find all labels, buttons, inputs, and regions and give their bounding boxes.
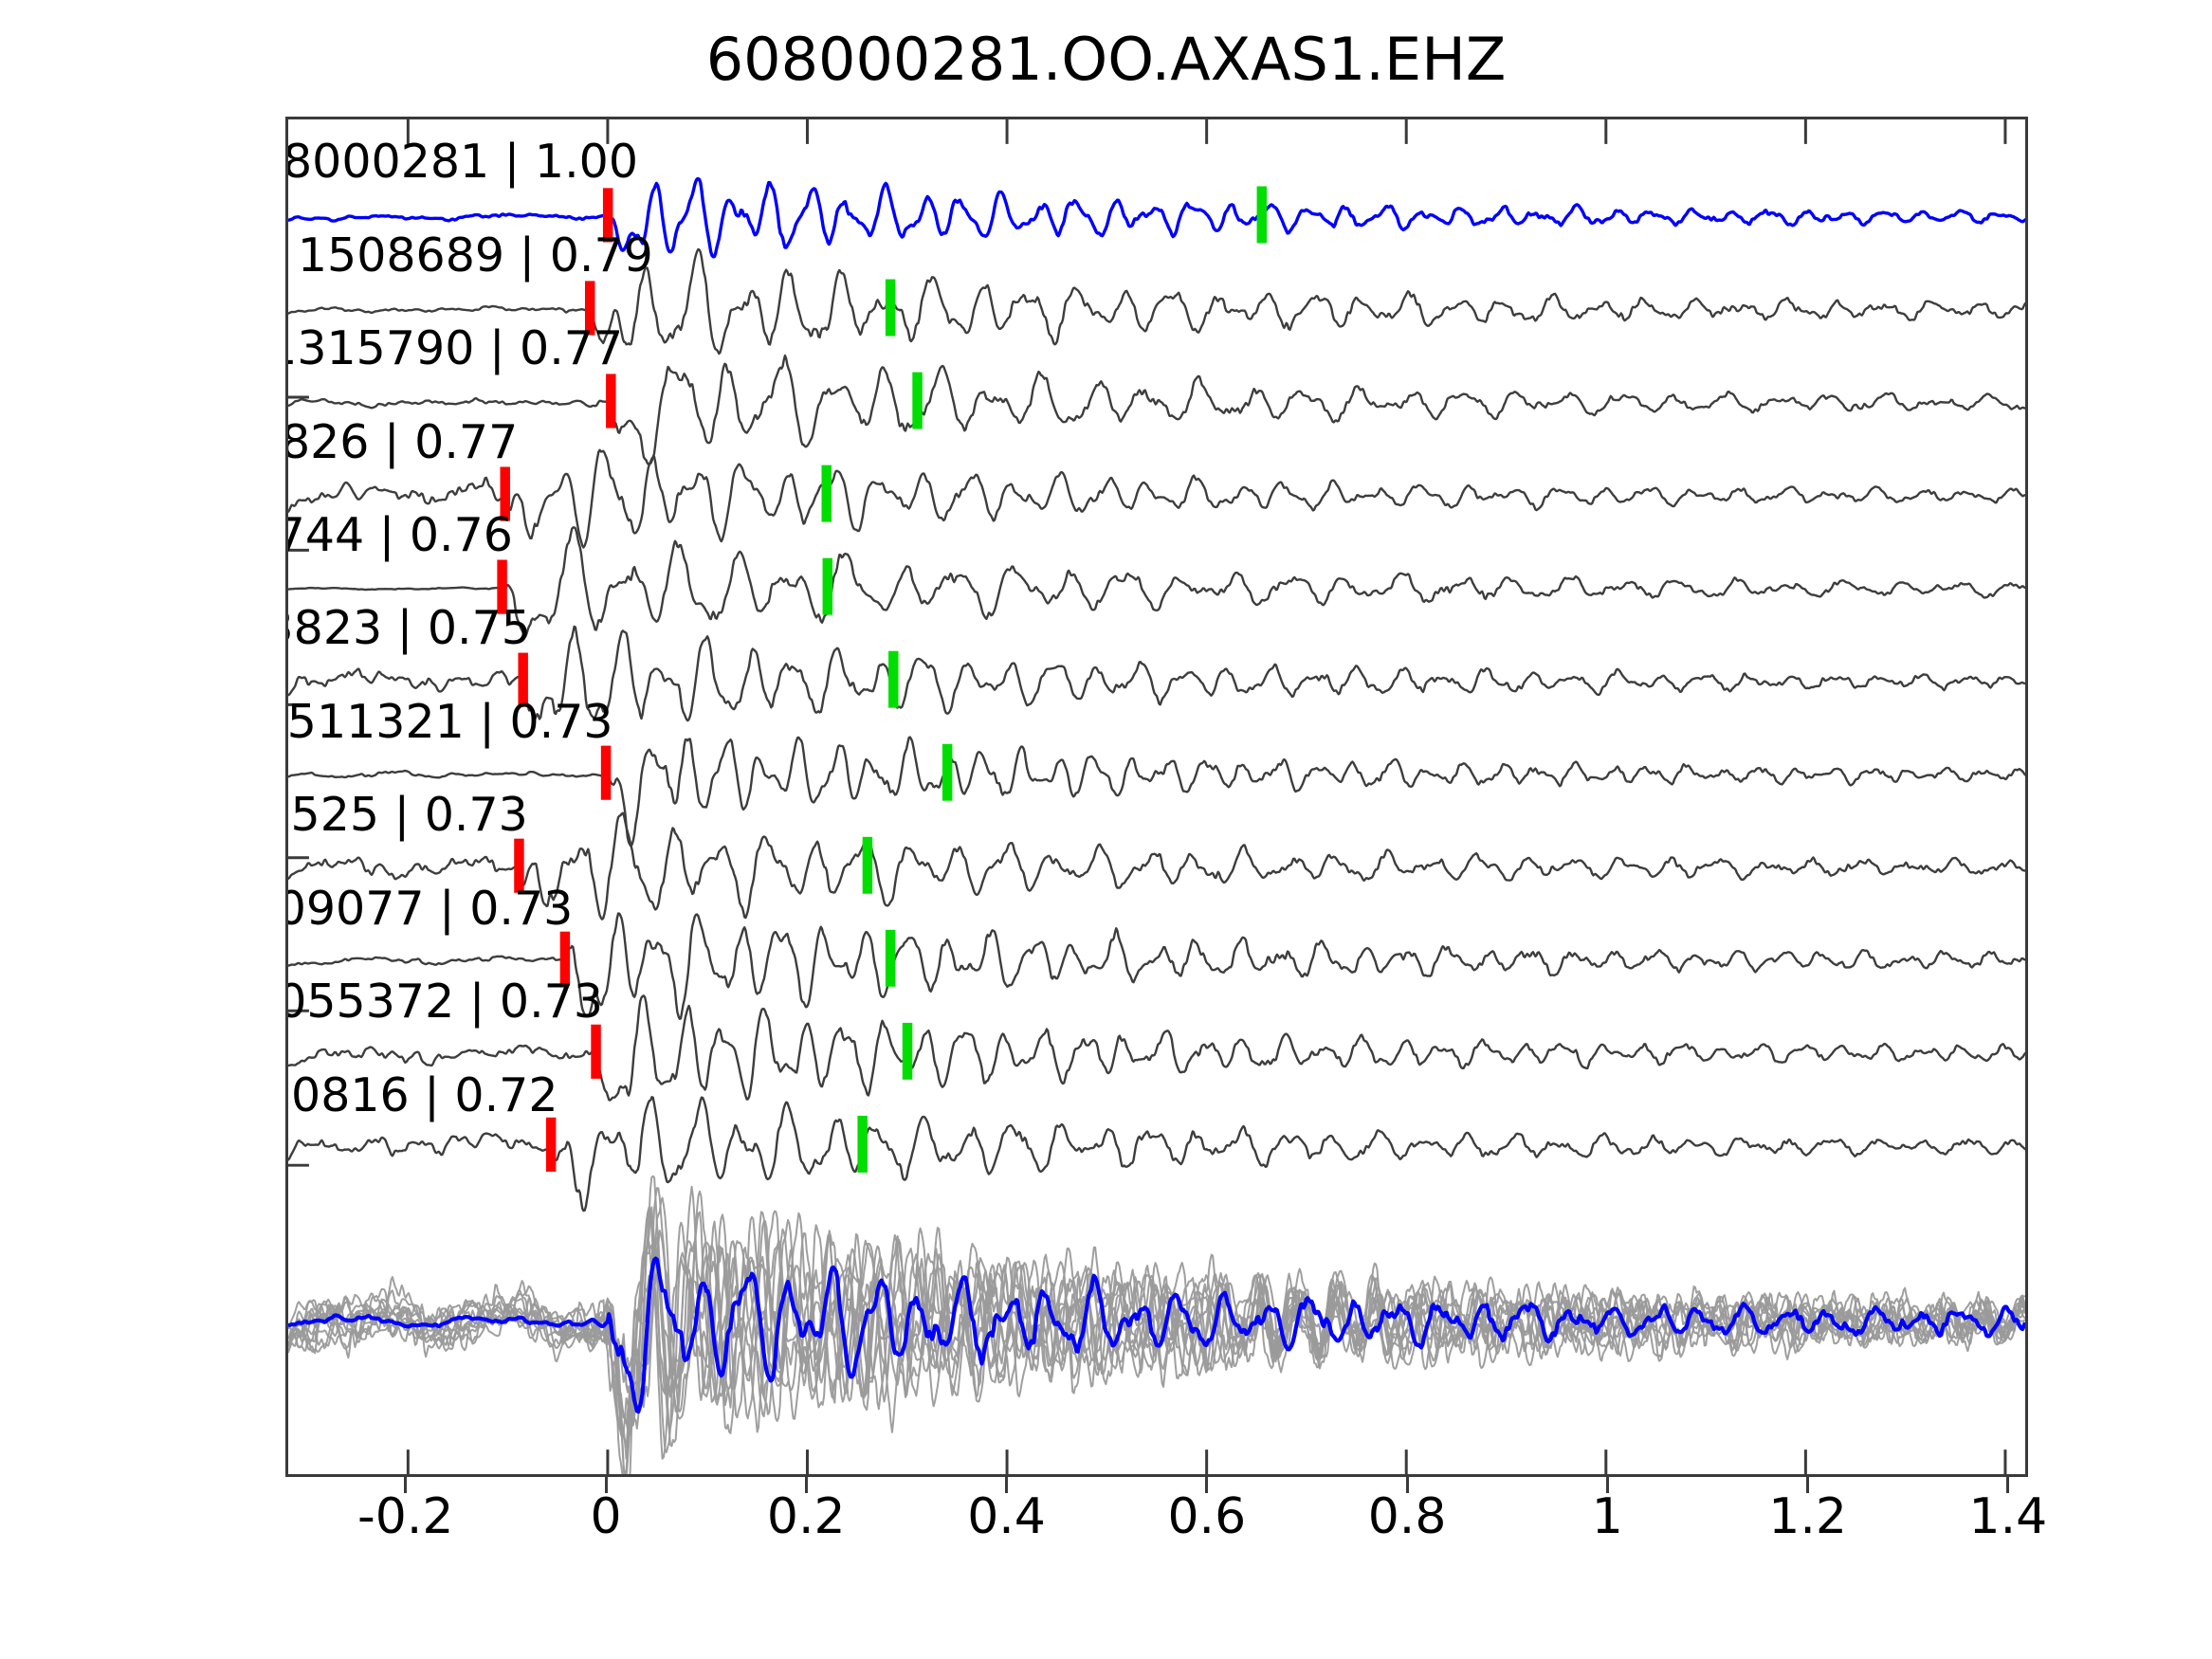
- stack-overlay-trace: [288, 1206, 2025, 1438]
- s-pick-marker: [822, 557, 833, 615]
- trace-label: 1509077 | 0.73: [288, 881, 574, 936]
- x-axis-tick: [604, 1474, 608, 1493]
- x-axis-tick-labels: -0.2 0 0.2 0.4 0.6 0.8 1 1.2 1.4: [285, 1488, 2047, 1574]
- trace-label: 1173744 | 0.76: [288, 507, 513, 562]
- x-axis-tick: [1005, 1474, 1009, 1493]
- p-pick-marker: [500, 466, 510, 521]
- x-axis-tick: [1806, 1474, 1810, 1493]
- detection-waveform-trace: [288, 736, 2025, 848]
- x-axis-tick: [2006, 1474, 2010, 1493]
- p-pick-marker: [518, 652, 528, 707]
- template-waveform-trace: [288, 176, 2025, 259]
- s-pick-marker: [902, 1022, 913, 1080]
- x-axis-tick: [1405, 1474, 1409, 1493]
- detection-waveform-trace: [288, 625, 2025, 722]
- detection-waveform-trace: [288, 994, 2025, 1102]
- p-pick-marker: [600, 745, 612, 800]
- detection-waveform-trace: [288, 1096, 2025, 1212]
- x-axis-tick-marks: [285, 1474, 2028, 1495]
- s-pick-marker: [885, 929, 896, 987]
- trace-label: 1508689 | 0.79: [297, 228, 653, 283]
- p-pick-marker: [514, 838, 524, 893]
- x-axis-tick-label: 1.4: [1968, 1488, 2048, 1545]
- s-pick-marker: [941, 743, 953, 801]
- waveform-plot-panel: 608000281 | 1.00 1508689 | 0.79 1315790 | …: [285, 117, 2028, 1477]
- x-axis-tick-label: 0.2: [766, 1488, 846, 1545]
- x-axis-tick-label: 0.8: [1367, 1488, 1447, 1545]
- stack-overlay-trace: [288, 1221, 2025, 1474]
- x-axis-tick: [404, 1474, 408, 1493]
- s-pick-marker: [821, 465, 832, 522]
- detection-waveform-trace: [288, 526, 2025, 638]
- x-axis-tick: [804, 1474, 808, 1493]
- trace-label: 608000281 | 1.00: [285, 135, 638, 190]
- p-pick-marker: [602, 188, 613, 243]
- p-pick-marker: [559, 931, 571, 986]
- s-pick-marker: [888, 650, 899, 708]
- p-pick-marker: [497, 559, 507, 614]
- x-axis-tick-label: 0.4: [967, 1488, 1046, 1545]
- p-pick-marker: [584, 281, 595, 336]
- trace-label: 1055372 | 0.73: [288, 975, 604, 1030]
- page-title: 608000281.OO.AXAS1.EHZ: [705, 25, 1507, 94]
- detection-waveform-trace: [288, 247, 2025, 356]
- x-axis-tick: [1605, 1474, 1609, 1493]
- detection-waveform-trace: [288, 448, 2025, 549]
- p-pick-marker: [606, 374, 616, 428]
- trace-label: 1315790 | 0.77: [285, 321, 624, 376]
- trace-label: 1363823 | 0.75: [288, 601, 531, 656]
- s-pick-marker: [912, 372, 923, 429]
- detection-waveform-trace: [288, 811, 2025, 921]
- trace-label: 1511321 | 0.73: [285, 694, 613, 749]
- s-pick-marker: [862, 836, 873, 894]
- trace-label: 1510816 | 0.72: [288, 1067, 558, 1122]
- x-axis-tick-label: 1: [1591, 1488, 1623, 1545]
- x-axis-tick: [1205, 1474, 1209, 1493]
- p-pick-marker: [591, 1024, 601, 1079]
- s-pick-marker: [1256, 186, 1268, 244]
- stack-mean-trace: [288, 1256, 2025, 1414]
- x-axis-tick-label: 1.2: [1768, 1488, 1847, 1545]
- p-pick-marker: [545, 1117, 557, 1172]
- x-axis-tick-label: -0.2: [357, 1488, 454, 1545]
- detection-waveform-trace: [288, 912, 2025, 1020]
- s-pick-marker: [857, 1115, 868, 1173]
- waveform-traces-svg: [288, 119, 2025, 1474]
- s-pick-marker: [885, 279, 896, 337]
- detection-waveform-trace: [288, 354, 2025, 465]
- trace-label: 1179826 | 0.77: [288, 414, 519, 469]
- x-axis-tick-label: 0: [590, 1488, 622, 1545]
- x-axis-tick-label: 0.6: [1167, 1488, 1247, 1545]
- trace-label: 1510525 | 0.73: [288, 788, 528, 843]
